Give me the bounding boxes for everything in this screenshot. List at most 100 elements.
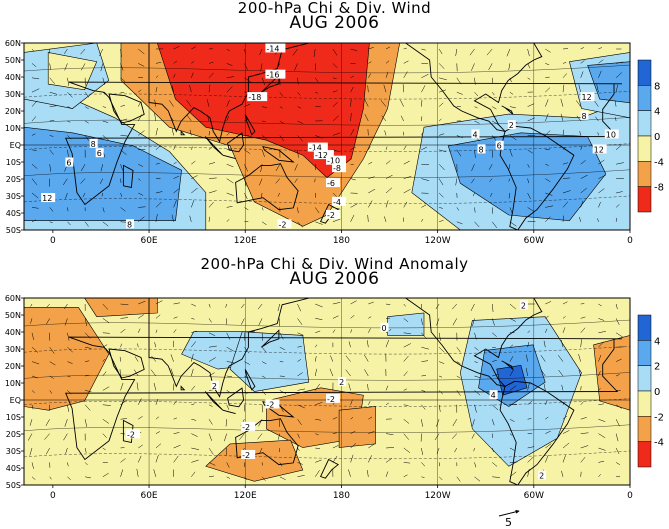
wind-vector bbox=[191, 318, 195, 320]
wind-vector bbox=[297, 106, 302, 109]
wind-vector bbox=[49, 164, 52, 172]
wind-vector bbox=[471, 433, 475, 439]
contour-region bbox=[447, 132, 607, 222]
wind-vector bbox=[102, 77, 106, 85]
wind-vector bbox=[350, 315, 355, 319]
wind-vector bbox=[598, 59, 604, 64]
wind-vector bbox=[314, 178, 316, 183]
wind-vector bbox=[226, 99, 230, 107]
wind-vector bbox=[279, 390, 287, 394]
wind-vector bbox=[456, 361, 461, 364]
wind-vector bbox=[259, 48, 263, 55]
wind-vector bbox=[403, 160, 410, 165]
wind-vector bbox=[403, 332, 411, 334]
filled-contours bbox=[24, 43, 630, 230]
wind-vector bbox=[154, 113, 157, 122]
wind-vector bbox=[403, 474, 408, 478]
wind-vector bbox=[138, 206, 146, 208]
wind-vector bbox=[173, 444, 181, 449]
contour-line bbox=[24, 143, 630, 152]
wind-vector bbox=[350, 300, 357, 305]
contour-label: 4 bbox=[491, 391, 496, 400]
wind-vector bbox=[561, 384, 564, 391]
coastline bbox=[148, 43, 310, 143]
wind-vector bbox=[562, 455, 566, 463]
wind-vector bbox=[470, 303, 475, 311]
chart2-title: 200-hPa Chi & Div. Wind Anomaly bbox=[200, 255, 469, 273]
wind-vector bbox=[474, 149, 476, 158]
contour-label-bg bbox=[307, 142, 328, 152]
wind-vector bbox=[580, 200, 584, 208]
wind-vector bbox=[67, 92, 73, 98]
x-tick-label: 0 bbox=[627, 236, 633, 246]
x-tick-label: 120E bbox=[234, 236, 257, 246]
wind-vector bbox=[31, 361, 40, 365]
wind-vector bbox=[367, 85, 369, 93]
wind-vector bbox=[508, 164, 511, 170]
wind-vector bbox=[545, 148, 551, 151]
wind-vector bbox=[598, 201, 601, 208]
wind-vector bbox=[614, 100, 617, 107]
coastline bbox=[65, 336, 623, 461]
wind-vector bbox=[67, 390, 72, 395]
wind-vector bbox=[594, 100, 599, 107]
wind-vector bbox=[509, 433, 513, 436]
contour-label: 2 bbox=[509, 121, 514, 130]
wind-vector bbox=[191, 330, 197, 334]
wind-vector bbox=[279, 462, 283, 467]
wind-vector bbox=[509, 135, 517, 141]
wind-vector bbox=[155, 314, 161, 319]
wind-vector bbox=[400, 99, 404, 107]
wind-vector bbox=[101, 192, 104, 197]
wind-vector bbox=[598, 70, 602, 78]
wind-vector bbox=[562, 177, 571, 179]
wind-vector bbox=[421, 360, 429, 362]
wind-vector bbox=[138, 48, 145, 55]
wind-vector bbox=[403, 404, 409, 406]
wind-vector bbox=[31, 100, 38, 107]
wind-vector bbox=[403, 355, 409, 362]
wind-vector bbox=[383, 84, 387, 93]
wind-vector bbox=[527, 149, 533, 154]
wind-vector bbox=[368, 146, 371, 150]
wind-vector bbox=[527, 446, 535, 449]
wind-vector bbox=[492, 92, 495, 96]
wind-vector bbox=[509, 369, 514, 377]
x-tick-label: 180 bbox=[333, 236, 350, 246]
wind-vector bbox=[509, 318, 516, 322]
wind-vector bbox=[545, 99, 549, 107]
contour-label-bg bbox=[265, 69, 286, 79]
wind-vector bbox=[258, 318, 263, 326]
wind-vector bbox=[527, 418, 532, 420]
contour-label-bg bbox=[326, 393, 340, 403]
wind-vector bbox=[332, 445, 339, 449]
wind-vector bbox=[173, 199, 177, 208]
wind-vector bbox=[367, 470, 369, 477]
contour-label-bg bbox=[247, 92, 268, 102]
wind-vector bbox=[155, 163, 160, 165]
wind-vector bbox=[120, 104, 126, 107]
wind-vector bbox=[456, 77, 462, 85]
wind-vector bbox=[67, 347, 73, 353]
wind-vector bbox=[421, 204, 427, 208]
wind-vector bbox=[31, 219, 37, 223]
wind-vector bbox=[384, 130, 387, 136]
wind-vector bbox=[615, 145, 622, 150]
wind-vector bbox=[137, 114, 143, 122]
wind-vector bbox=[120, 303, 129, 306]
wind-vector bbox=[65, 447, 68, 454]
wind-vector bbox=[314, 383, 321, 391]
wind-vector bbox=[545, 63, 550, 66]
wind-vector bbox=[208, 201, 214, 208]
wind-vector bbox=[438, 118, 442, 122]
colorbar-label: 4 bbox=[654, 336, 660, 347]
wind-vector bbox=[85, 360, 90, 362]
wind-vector bbox=[545, 301, 552, 305]
wind-vector bbox=[173, 161, 177, 165]
chart1-title: 200-hPa Chi & Div. Wind bbox=[237, 0, 432, 17]
wind-vector bbox=[545, 443, 552, 449]
wind-vector bbox=[368, 443, 375, 449]
contour-line bbox=[24, 169, 630, 178]
wind-vector bbox=[314, 368, 317, 377]
